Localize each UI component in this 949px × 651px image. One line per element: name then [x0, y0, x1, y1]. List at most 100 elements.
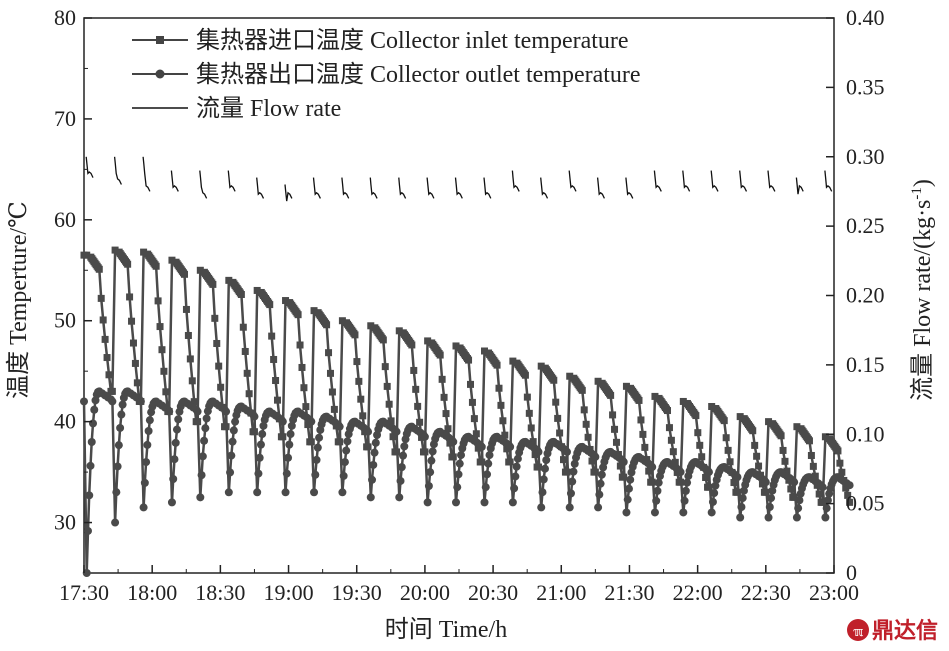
outlet-temperature-point	[513, 454, 522, 463]
inlet-temperature-point	[184, 331, 192, 339]
outlet-temperature-point	[534, 447, 543, 456]
outlet-temperature-point	[794, 504, 803, 513]
inlet-temperature-point	[182, 305, 190, 313]
flow-rate-segment	[596, 177, 605, 199]
inlet-temperature-point	[793, 423, 801, 431]
inlet-temperature-point	[241, 347, 249, 355]
inlet-temperature-point	[821, 433, 829, 441]
outlet-temperature-point	[650, 508, 659, 517]
inlet-temperature-point	[751, 441, 759, 449]
outlet-temperature-point	[136, 397, 145, 406]
inlet-temperature-point	[622, 382, 630, 390]
outlet-temperature-point	[116, 423, 125, 432]
inlet-temperature-point	[708, 403, 716, 410]
inlet-temperature-point	[779, 446, 787, 454]
inlet-temperature-point	[560, 456, 567, 464]
outlet-temperature-point	[339, 471, 348, 480]
inlet-temperature-point	[357, 395, 365, 403]
outlet-temperature-point	[197, 471, 206, 480]
y-right-tick-label: 0.40	[846, 5, 885, 30]
inlet-temperature-point	[609, 411, 617, 419]
flow-rate-segment	[710, 170, 719, 192]
outlet-temperature-point	[424, 482, 433, 491]
y-left-tick-label: 60	[54, 207, 76, 232]
inlet-temperature-point	[353, 358, 361, 366]
y-right-tick-label: 0.35	[846, 74, 885, 99]
outlet-temperature-point	[315, 433, 324, 442]
outlet-temperature-point	[399, 451, 408, 460]
outlet-temperature-point	[366, 493, 375, 502]
legend-label-outlet: 集热器出口温度 Collector outlet temperature	[196, 61, 641, 88]
inlet-temperature-point	[645, 467, 653, 475]
outlet-temperature-point	[619, 458, 628, 466]
outlet-temperature-point	[397, 463, 406, 472]
outlet-temperature-point	[312, 455, 321, 464]
inlet-temperature-point	[154, 297, 162, 305]
outlet-temperature-point	[596, 479, 605, 488]
inlet-temperature-point	[692, 412, 700, 420]
inlet-temperature-point	[499, 417, 507, 425]
inlet-temperature-point	[781, 457, 789, 465]
outlet-temperature-point	[454, 470, 463, 479]
legend: 集热器进口温度 Collector inlet temperature 集热器出…	[132, 27, 641, 122]
outlet-temperature-point	[768, 486, 777, 495]
outlet-temperature-point	[338, 488, 347, 497]
inlet-temperature-point	[465, 356, 473, 364]
outlet-temperature-point	[591, 452, 600, 461]
inlet-temperature-point	[294, 311, 302, 319]
inlet-temperature-point	[310, 307, 318, 315]
inlet-temperature-point	[730, 479, 738, 487]
outlet-temperature-point	[256, 440, 265, 449]
inlet-temperature-point	[698, 453, 706, 461]
flow-rate-segment	[739, 170, 748, 192]
inlet-temperature-point	[274, 396, 282, 404]
outlet-temperature-point	[396, 476, 405, 485]
outlet-temperature-point	[568, 477, 577, 486]
outlet-temperature-point	[566, 489, 575, 498]
outlet-temperature-point	[597, 470, 606, 479]
inlet-temperature-point	[408, 341, 416, 349]
outlet-temperature-point	[733, 473, 742, 482]
inlet-temperature-point	[550, 376, 558, 384]
inlet-temperature-point	[783, 467, 791, 475]
outlet-temperature-point	[652, 496, 661, 505]
outlet-temperature-point	[170, 455, 179, 464]
x-tick-label: 22:00	[673, 580, 723, 605]
inlet-temperature-point	[529, 438, 537, 446]
inlet-temperature-point	[128, 317, 136, 325]
inlet-temperature-point	[594, 377, 602, 385]
outlet-temperature-point	[167, 498, 176, 507]
inlet-temperature-point	[83, 251, 91, 259]
outlet-temperature-point	[506, 442, 515, 451]
flow-rate-segment	[454, 177, 463, 199]
inlet-temperature-point	[777, 432, 785, 440]
outlet-temperature-point	[648, 463, 657, 472]
legend-label-flow: 流量 Flow rate	[196, 95, 341, 122]
inlet-temperature-point	[351, 331, 359, 339]
outlet-temperature-point	[286, 430, 295, 439]
inlet-temperature-point	[355, 377, 363, 385]
inlet-temperature-point	[667, 436, 675, 444]
inlet-temperature-point	[239, 323, 247, 331]
inlet-temperature-point	[466, 380, 474, 388]
y-right-tick-label: 0.05	[846, 491, 885, 516]
outlet-temperature-point	[90, 405, 99, 414]
outlet-temperature-point	[792, 513, 801, 522]
outlet-temperature-point	[565, 503, 574, 512]
logo-badge-glyph: ℼ	[853, 625, 863, 640]
outlet-temperature-point	[570, 459, 579, 468]
outlet-temperature-point	[708, 497, 717, 506]
outlet-temperature-point	[400, 442, 409, 451]
flow-rate-segment	[199, 170, 208, 199]
legend-label-inlet: 集热器进口温度 Collector inlet temperature	[196, 27, 629, 54]
inlet-temperature-point	[131, 359, 139, 367]
inlet-temperature-point	[722, 434, 730, 442]
outlet-temperature-point	[311, 470, 320, 479]
outlet-temperature-point	[368, 475, 377, 484]
y-right-tick-label: 0.15	[846, 352, 885, 377]
outlet-temperature-point	[707, 508, 716, 517]
outlet-temperature-point	[281, 488, 290, 497]
inlet-temperature-point	[696, 441, 704, 449]
inlet-temperature-point	[395, 327, 403, 335]
inlet-temperature-point	[162, 388, 170, 396]
